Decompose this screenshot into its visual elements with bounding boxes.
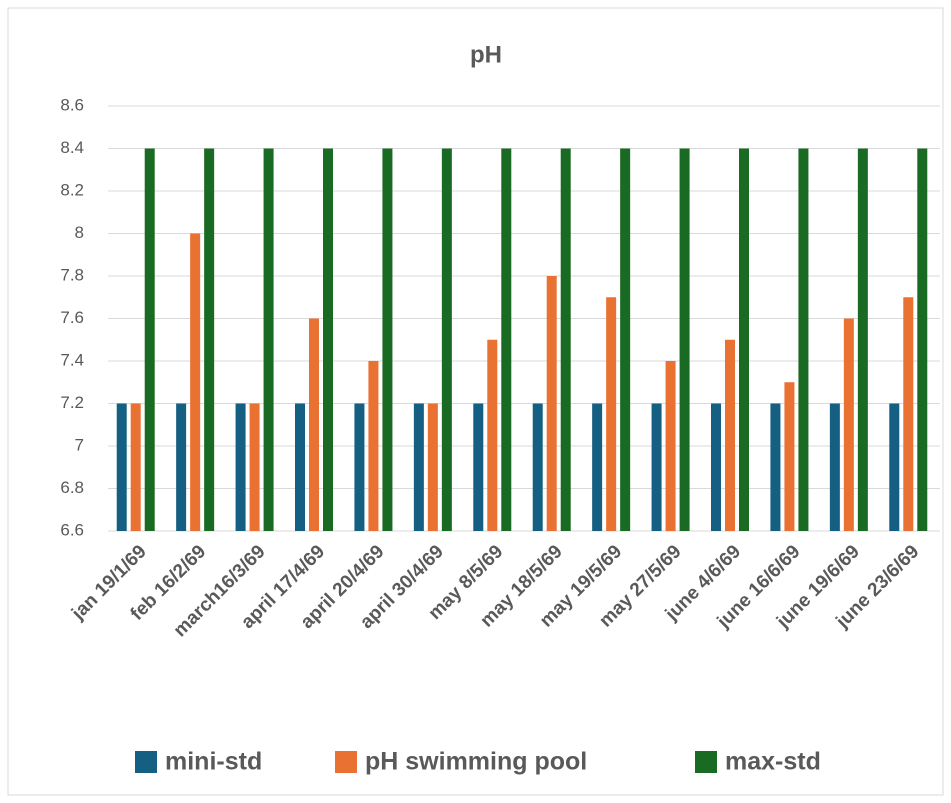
- bar: [249, 403, 260, 531]
- y-tick-label: 8.2: [60, 180, 84, 199]
- bar: [204, 148, 215, 531]
- bar: [368, 361, 379, 531]
- bar: [711, 403, 721, 531]
- legend-label: pH swimming pool: [365, 748, 587, 776]
- bar: [295, 403, 305, 531]
- legend-swatch: [695, 751, 717, 773]
- bar: [665, 361, 676, 531]
- y-tick-label: 8: [75, 223, 84, 242]
- y-tick-label: 8.6: [60, 95, 84, 114]
- bar: [606, 297, 617, 531]
- bar: [770, 403, 781, 531]
- bar: [843, 318, 854, 531]
- bar: [798, 148, 809, 531]
- bar: [130, 403, 141, 531]
- y-tick-label: 7: [75, 435, 84, 454]
- bar: [857, 148, 868, 531]
- bar: [190, 233, 201, 531]
- bar: [323, 148, 333, 531]
- y-tick-label: 6.6: [60, 520, 84, 539]
- bar: [679, 148, 690, 531]
- y-tick-label: 7.4: [60, 350, 84, 369]
- bar: [413, 403, 424, 531]
- bar: [903, 297, 914, 531]
- bar: [592, 403, 603, 531]
- bar: [725, 339, 735, 531]
- bar: [620, 148, 631, 531]
- y-tick-label: 6.8: [60, 478, 84, 497]
- bar: [235, 403, 246, 531]
- bar: [739, 148, 749, 531]
- chart-title: pH: [470, 41, 502, 68]
- legend-label: max-std: [725, 748, 821, 776]
- y-tick-label: 7.6: [60, 308, 84, 327]
- bar: [829, 403, 840, 531]
- bar: [560, 148, 571, 531]
- bar: [784, 382, 795, 531]
- bar: [427, 403, 438, 531]
- bar: [176, 403, 187, 531]
- bar: [889, 403, 900, 531]
- bar: [144, 148, 155, 531]
- y-tick-label: 8.4: [60, 138, 84, 157]
- legend-swatch: [335, 751, 357, 773]
- bar: [354, 403, 365, 531]
- bar: [441, 148, 452, 531]
- legend-swatch: [135, 751, 157, 773]
- bar: [487, 339, 498, 531]
- bar: [263, 148, 274, 531]
- bar: [651, 403, 662, 531]
- bar: [546, 276, 557, 531]
- bar: [473, 403, 484, 531]
- bar: [917, 148, 928, 531]
- y-tick-label: 7.8: [60, 265, 84, 284]
- y-tick-label: 7.2: [60, 393, 84, 412]
- bar: [501, 148, 512, 531]
- bar: [309, 318, 319, 531]
- bar: [116, 403, 127, 531]
- bar: [382, 148, 393, 531]
- legend-label: mini-std: [165, 748, 262, 776]
- bar: [532, 403, 543, 531]
